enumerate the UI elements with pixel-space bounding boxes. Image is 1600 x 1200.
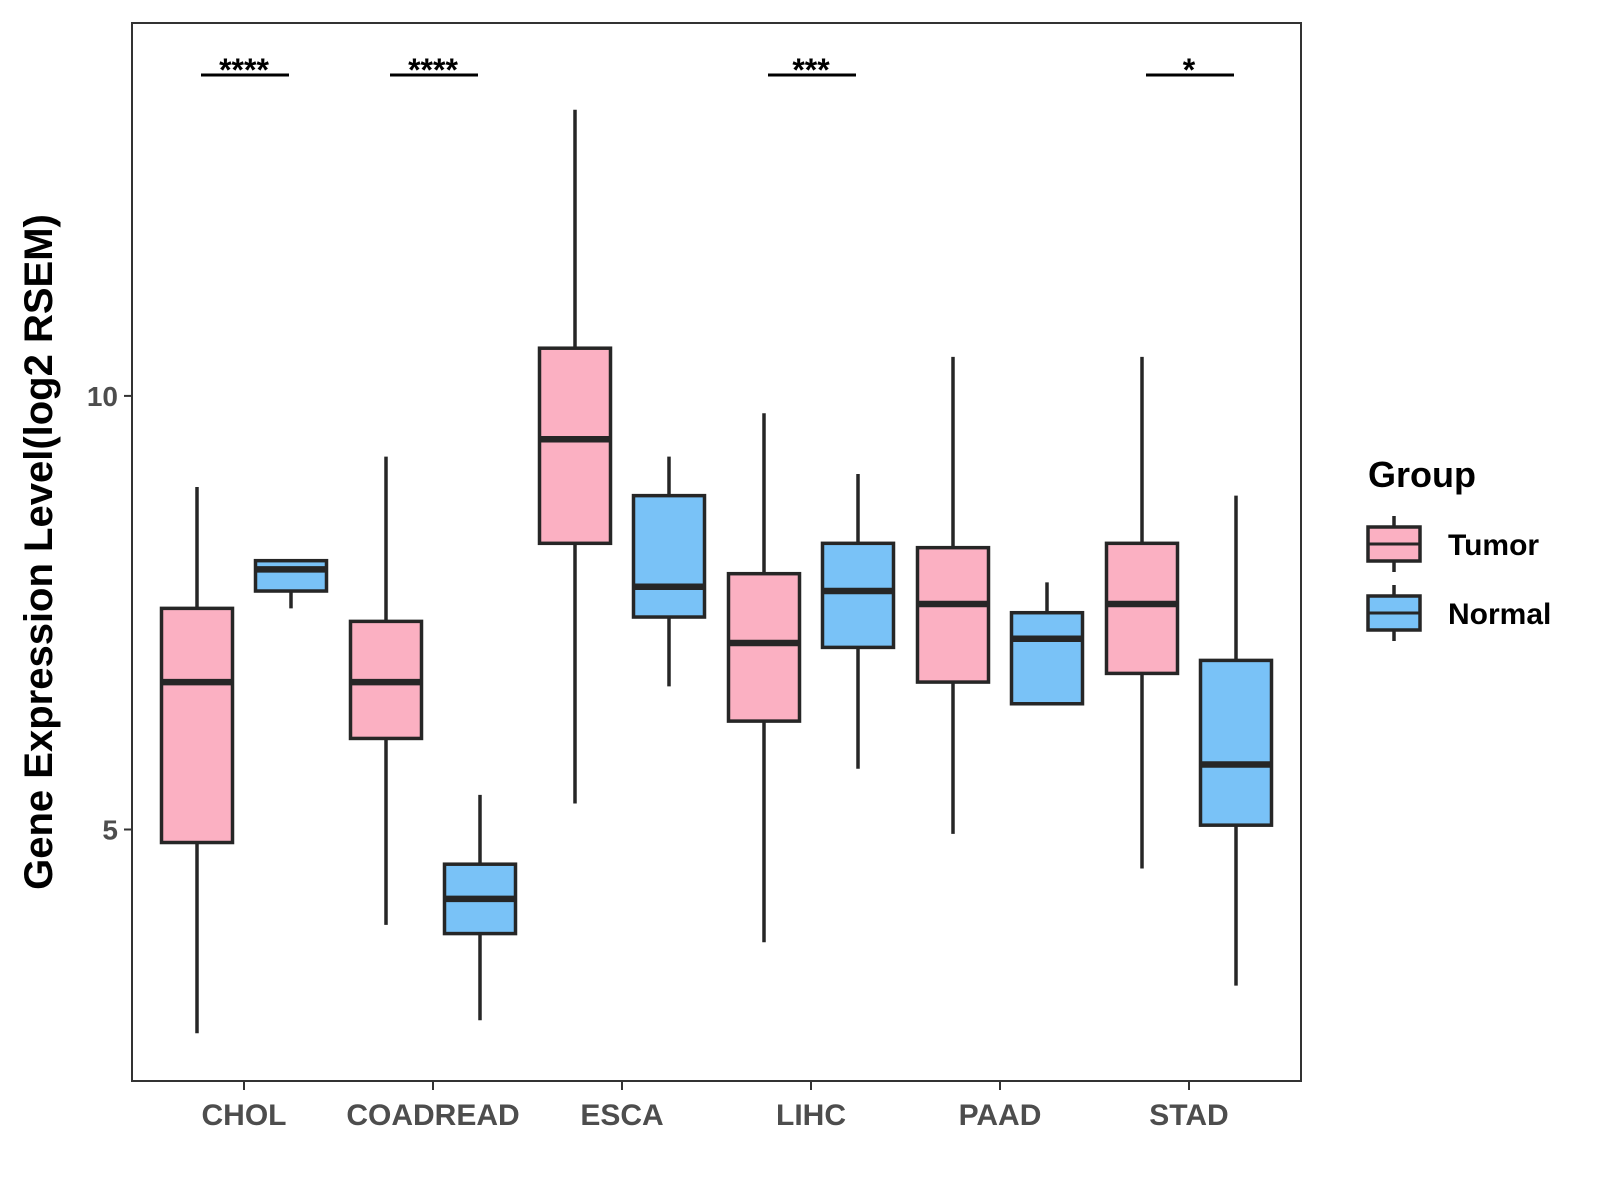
significance-chol: ****: [201, 52, 289, 88]
x-axis: CHOL COADREAD ESCA LIHC PAAD STAD: [202, 1081, 1229, 1132]
y-tick-label: 5: [102, 815, 118, 846]
x-tick-label: COADREAD: [346, 1099, 519, 1132]
x-tick-label: CHOL: [202, 1099, 287, 1132]
legend-label: Normal: [1448, 598, 1551, 631]
y-axis: 5 10: [87, 381, 132, 846]
box-body: [820, 541, 896, 650]
box-normal-esca: [631, 456, 707, 687]
legend: Group Tumor Normal: [1366, 454, 1551, 641]
box-tumor-stad: [1104, 356, 1180, 869]
box-series: [159, 109, 1274, 1034]
y-axis-title: Gene Expression Level(log2 RSEM): [17, 214, 61, 890]
significance-coadread: ****: [390, 52, 478, 88]
box-body: [537, 346, 613, 546]
box-tumor-chol: [159, 486, 235, 1034]
legend-item-tumor: Tumor: [1366, 516, 1539, 572]
significance-annotations: **** **** *** *: [201, 52, 1234, 88]
box-body: [159, 606, 235, 845]
box-body: [915, 545, 991, 684]
legend-title: Group: [1368, 454, 1476, 495]
x-tick-label: LIHC: [776, 1099, 846, 1132]
box-tumor-coadread: [348, 456, 424, 925]
box-normal-coadread: [442, 794, 518, 1021]
box-normal-lihc: [820, 473, 896, 769]
box-body: [726, 571, 802, 723]
x-tick-label: ESCA: [580, 1099, 663, 1132]
box-body: [1198, 658, 1274, 827]
box-normal-stad: [1198, 495, 1274, 986]
plot-panel-border: [131, 22, 1302, 1082]
box-body: [1009, 610, 1085, 706]
x-tick-label: PAAD: [959, 1099, 1042, 1132]
significance-label: *: [1183, 52, 1196, 88]
x-tick-label: STAD: [1149, 1099, 1228, 1132]
box-body: [631, 493, 707, 619]
box-normal-paad: [1009, 582, 1085, 706]
box-tumor-lihc: [726, 413, 802, 943]
legend-item-normal: Normal: [1366, 585, 1551, 641]
significance-label: ****: [408, 52, 458, 88]
legend-label: Tumor: [1448, 529, 1539, 562]
significance-lihc: ***: [768, 52, 856, 88]
significance-label: ***: [792, 52, 830, 88]
box-body: [253, 558, 329, 593]
box-normal-chol: [253, 558, 329, 609]
box-tumor-esca: [537, 109, 613, 804]
box-tumor-paad: [915, 356, 991, 834]
significance-label: ****: [219, 52, 269, 88]
box-body: [1104, 541, 1180, 676]
y-tick-label: 10: [87, 381, 118, 412]
significance-stad: *: [1146, 52, 1234, 88]
